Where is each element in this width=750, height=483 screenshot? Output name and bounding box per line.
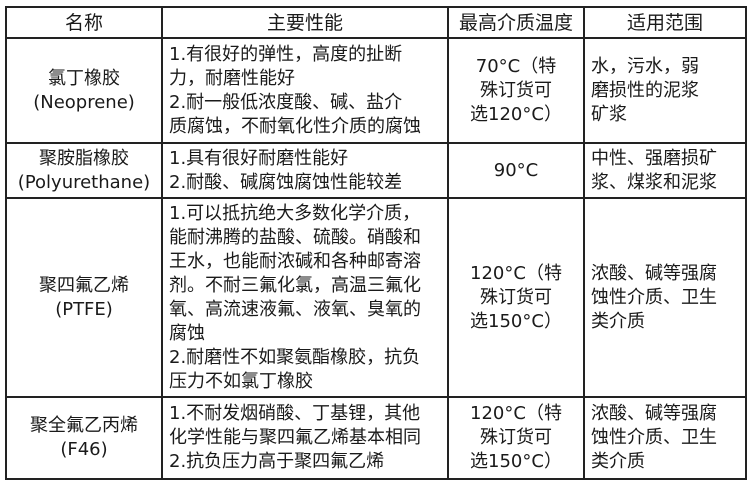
material-performance: 1.可以抵抗绝大多数化学介质， 能耐沸腾的盐酸、硫酸。硝酸和 王水，也能耐浓碱和…	[161, 197, 449, 398]
material-application: 浓酸、碱等强腐 蚀性介质、卫生 类介质	[583, 197, 747, 398]
material-performance: 1.具有很好耐磨性能好 2.耐酸、碱腐蚀腐蚀性能较差	[161, 142, 449, 199]
material-application: 浓酸、碱等强腐 蚀性介质、卫生 类介质	[583, 396, 747, 480]
header-max-temp: 最高介质温度	[447, 6, 585, 39]
table-row: 氯丁橡胶 (Neoprene) 1.有很好的弹性，高度的扯断 力，耐磨性能好 2…	[5, 37, 747, 144]
material-max-temp: 70°C（特 殊订货可 选120°C）	[447, 37, 585, 144]
material-performance: 1.有很好的弹性，高度的扯断 力，耐磨性能好 2.耐一般低浓度酸、碱、盐介 质腐…	[161, 37, 449, 144]
material-name: 聚全氟乙丙烯 (F46)	[5, 396, 163, 480]
material-name: 聚胺脂橡胶 (Polyurethane)	[5, 142, 163, 199]
material-max-temp: 120°C（特 殊订货可 选150°C）	[447, 396, 585, 480]
lining-material-table: 名称 主要性能 最高介质温度 适用范围 氯丁橡胶 (Neoprene) 1.有很…	[5, 6, 747, 480]
material-name: 聚四氟乙烯 (PTFE)	[5, 197, 163, 398]
material-application: 中性、强磨损矿 浆、煤浆和泥浆	[583, 142, 747, 199]
table-row: 聚全氟乙丙烯 (F46) 1.不耐发烟硝酸、丁基锂，其他 化学性能与聚四氟乙烯基…	[5, 396, 747, 480]
header-name: 名称	[5, 6, 163, 39]
header-performance: 主要性能	[161, 6, 449, 39]
header-row: 名称 主要性能 最高介质温度 适用范围	[5, 6, 747, 39]
material-max-temp: 90°C	[447, 142, 585, 199]
table-row: 聚胺脂橡胶 (Polyurethane) 1.具有很好耐磨性能好 2.耐酸、碱腐…	[5, 142, 747, 199]
material-name: 氯丁橡胶 (Neoprene)	[5, 37, 163, 144]
material-performance: 1.不耐发烟硝酸、丁基锂，其他 化学性能与聚四氟乙烯基本相同 2.抗负压力高于聚…	[161, 396, 449, 480]
table-row: 聚四氟乙烯 (PTFE) 1.可以抵抗绝大多数化学介质， 能耐沸腾的盐酸、硫酸。…	[5, 197, 747, 398]
material-max-temp: 120°C（特 殊订货可 选150°C）	[447, 197, 585, 398]
header-application: 适用范围	[583, 6, 747, 39]
material-application: 水，污水，弱 磨损性的泥浆 矿浆	[583, 37, 747, 144]
